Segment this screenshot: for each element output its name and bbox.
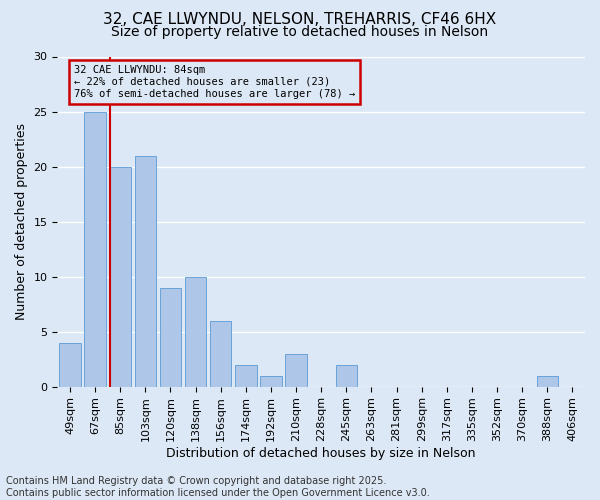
Bar: [185, 276, 206, 386]
Bar: [286, 354, 307, 386]
Bar: [210, 320, 232, 386]
Text: 32 CAE LLWYNDU: 84sqm
← 22% of detached houses are smaller (23)
76% of semi-deta: 32 CAE LLWYNDU: 84sqm ← 22% of detached …: [74, 66, 355, 98]
Bar: [536, 376, 558, 386]
X-axis label: Distribution of detached houses by size in Nelson: Distribution of detached houses by size …: [166, 447, 476, 460]
Bar: [235, 364, 257, 386]
Text: Size of property relative to detached houses in Nelson: Size of property relative to detached ho…: [112, 25, 488, 39]
Bar: [335, 364, 357, 386]
Bar: [260, 376, 281, 386]
Bar: [85, 112, 106, 386]
Bar: [160, 288, 181, 386]
Text: Contains HM Land Registry data © Crown copyright and database right 2025.
Contai: Contains HM Land Registry data © Crown c…: [6, 476, 430, 498]
Bar: [110, 166, 131, 386]
Y-axis label: Number of detached properties: Number of detached properties: [15, 123, 28, 320]
Bar: [134, 156, 156, 386]
Bar: [59, 342, 80, 386]
Text: 32, CAE LLWYNDU, NELSON, TREHARRIS, CF46 6HX: 32, CAE LLWYNDU, NELSON, TREHARRIS, CF46…: [103, 12, 497, 28]
